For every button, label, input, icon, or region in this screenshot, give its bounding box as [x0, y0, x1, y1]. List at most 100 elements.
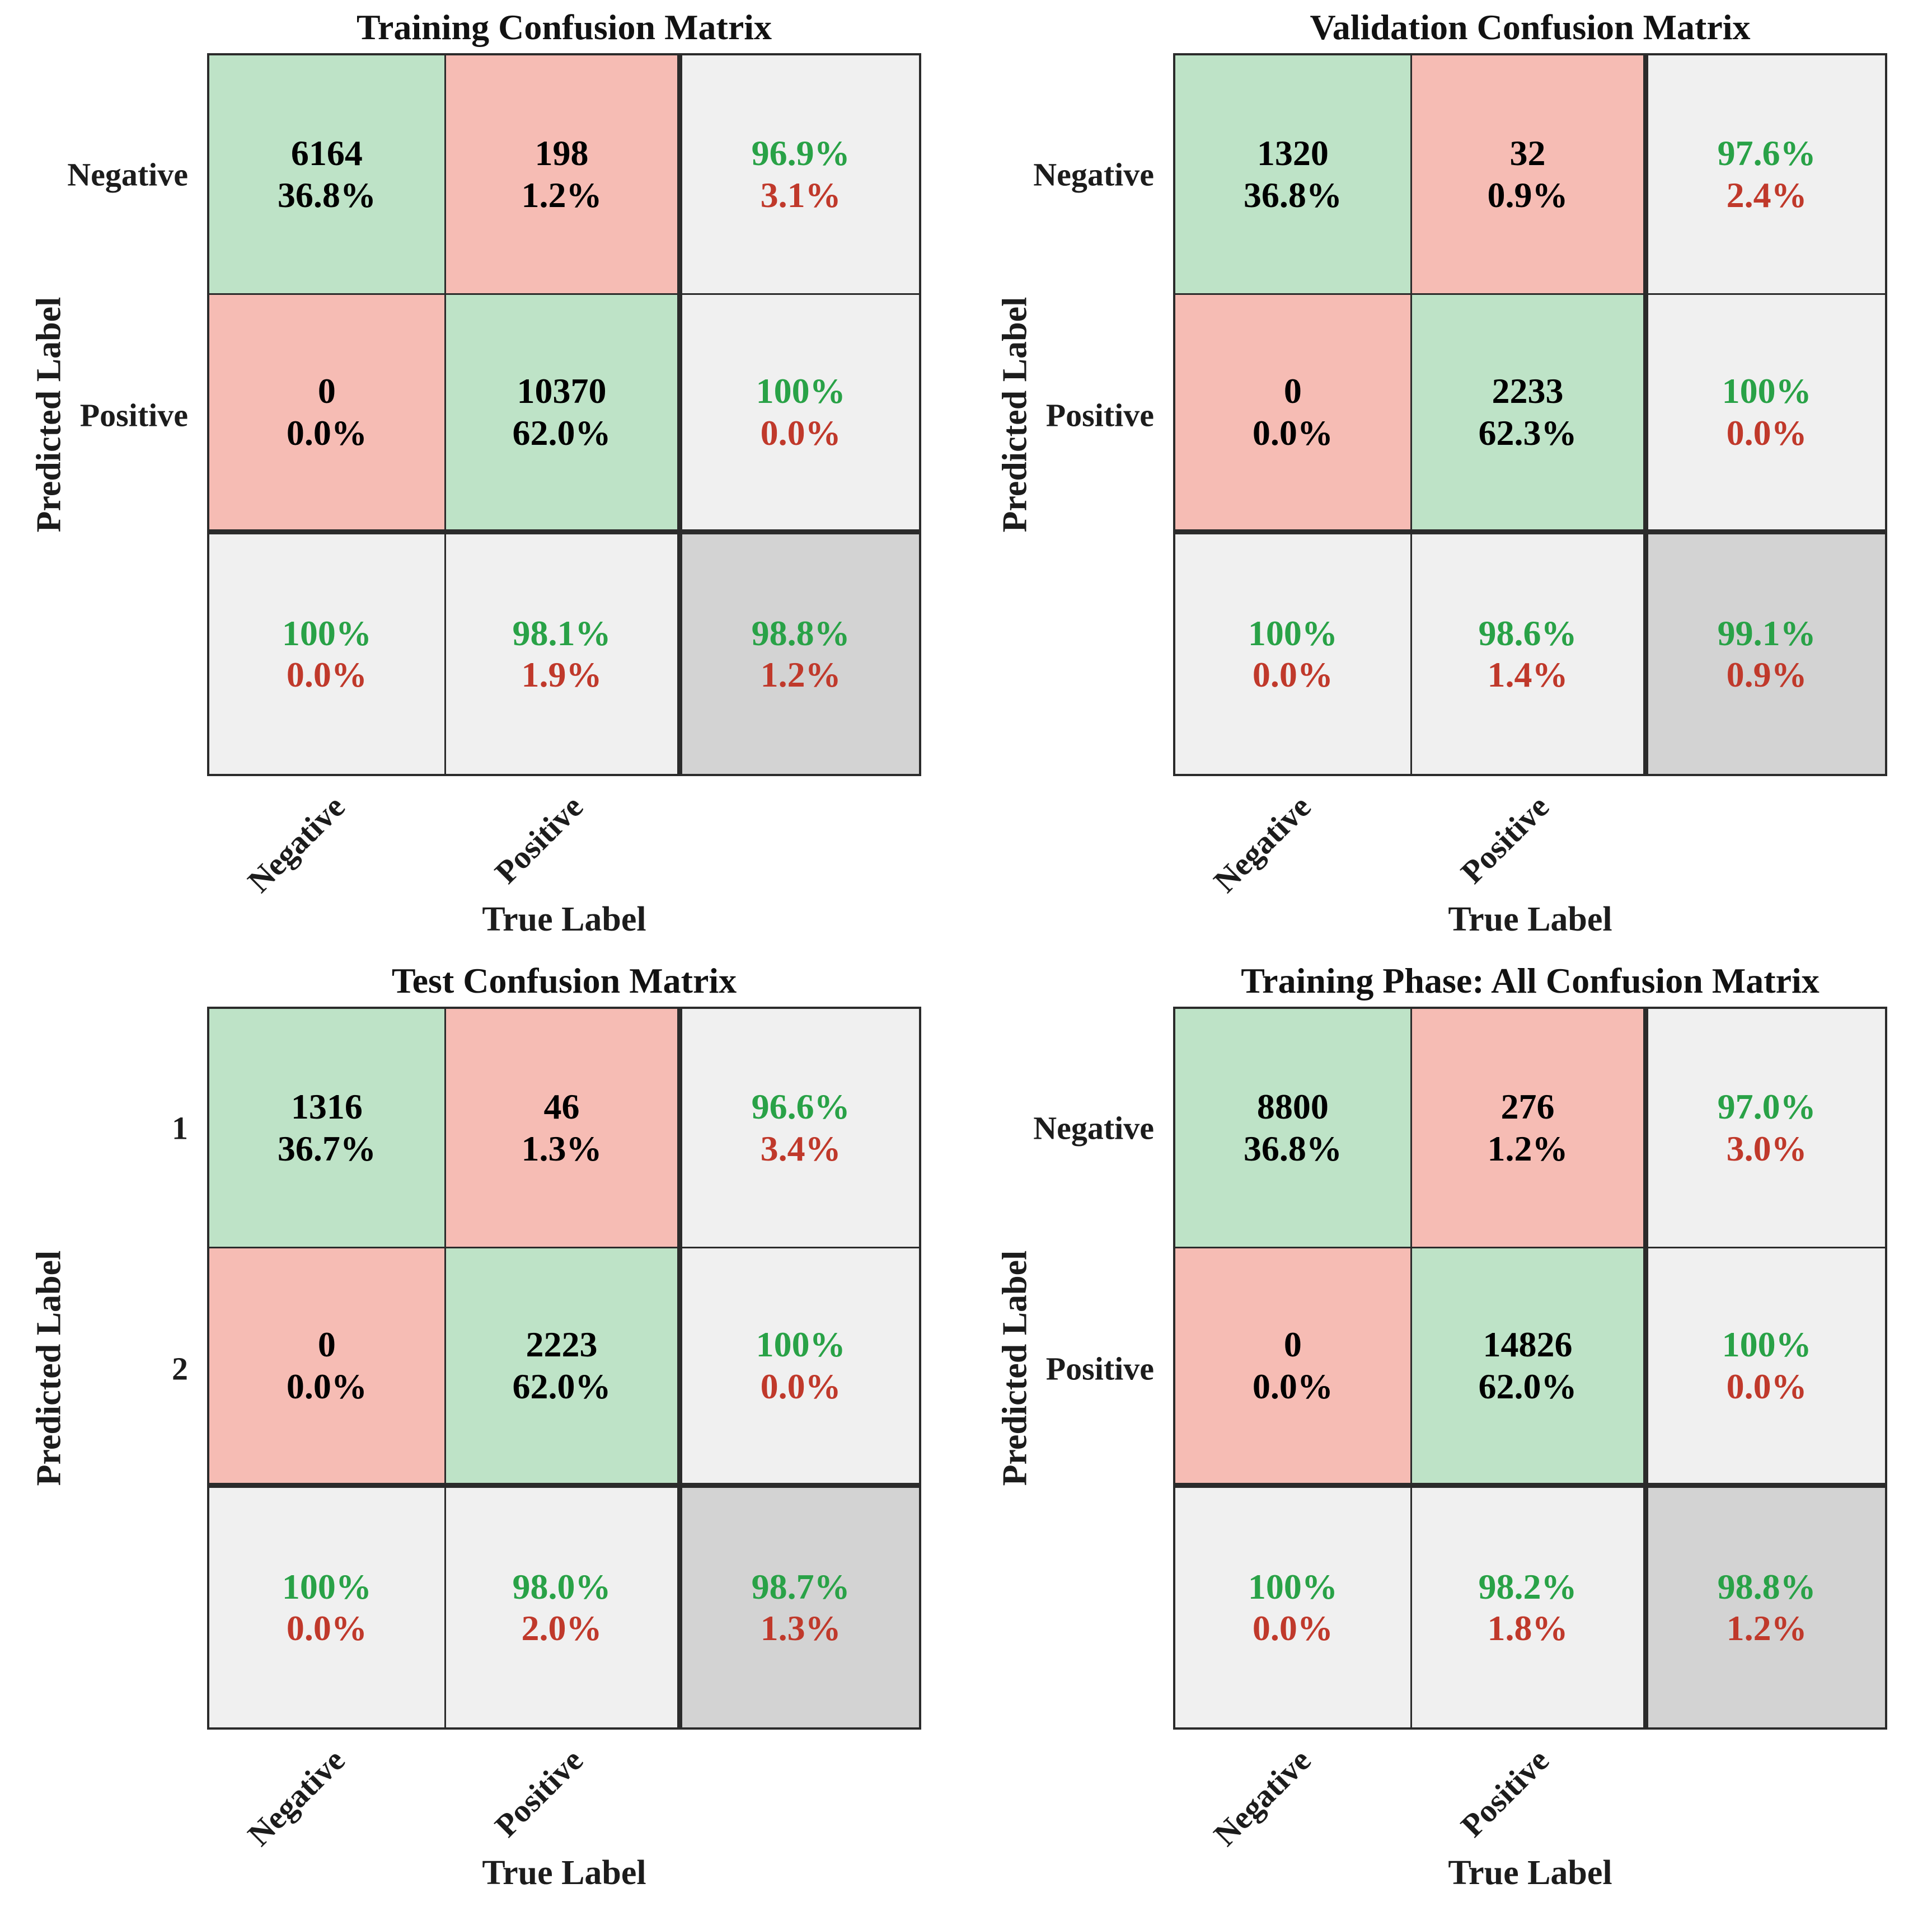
summary-percent-red: 1.4%	[1487, 655, 1568, 694]
cell-percent: 36.7%	[277, 1128, 376, 1168]
panel-training-phase-all: Training Phase: All Confusion Matrix Pre…	[966, 954, 1932, 1907]
cell-count: 8800	[1256, 1087, 1329, 1127]
row-summary-cell: 100% 0.0%	[1648, 295, 1885, 534]
cell-count: 10370	[517, 371, 607, 411]
panel-validation: Validation Confusion Matrix Predicted La…	[966, 0, 1932, 954]
matrix-cell-tp: 2223 62.0%	[446, 1248, 683, 1488]
summary-percent-red: 2.4%	[1726, 175, 1807, 215]
cell-count: 2233	[1492, 371, 1564, 411]
col-summary-cell: 98.2% 1.8%	[1412, 1488, 1649, 1727]
summary-percent-green: 98.0%	[512, 1566, 611, 1607]
summary-percent-red: 3.1%	[760, 175, 841, 215]
overall-accuracy-cell: 98.8% 1.2%	[682, 534, 919, 774]
summary-percent-green: 100%	[1722, 1324, 1812, 1365]
matrix-cell-tn: 1320 36.8%	[1175, 55, 1412, 295]
cell-percent: 36.8%	[1243, 175, 1342, 215]
chart-title: Test Confusion Matrix	[391, 961, 737, 1001]
x-tick-label-negative: Negative	[1207, 1741, 1318, 1853]
cell-percent: 36.8%	[277, 175, 376, 215]
cell-percent: 1.3%	[521, 1128, 602, 1168]
summary-percent-red: 0.0%	[1252, 655, 1333, 694]
x-tick-label-positive: Positive	[1453, 1741, 1556, 1844]
cell-count: 2223	[526, 1324, 598, 1365]
summary-percent-green: 98.6%	[1478, 613, 1577, 653]
col-summary-cell: 100% 0.0%	[1175, 534, 1412, 774]
cell-percent: 0.0%	[1252, 1366, 1333, 1406]
row-summary-cell: 96.6% 3.4%	[682, 1009, 919, 1248]
x-axis-label: True Label	[1448, 1854, 1612, 1892]
cell-percent: 36.8%	[1243, 1128, 1342, 1168]
row-summary-cell: 97.6% 2.4%	[1648, 55, 1885, 295]
chart-title: Training Phase: All Confusion Matrix	[1241, 961, 1820, 1001]
confusion-matrix-grid: 1316 36.7% 46 1.3% 96.6% 3.4% 0 0.0% 222…	[207, 1007, 921, 1730]
matrix-cell-fn: 276 1.2%	[1412, 1009, 1649, 1248]
matrix-cell-fp: 0 0.0%	[209, 1248, 446, 1488]
cell-percent: 62.0%	[512, 412, 611, 453]
cell-count: 0	[317, 1324, 336, 1365]
summary-percent-red: 0.0%	[1252, 1608, 1333, 1648]
summary-percent-red: 0.0%	[760, 412, 841, 453]
cell-percent: 62.3%	[1478, 412, 1577, 453]
matrix-cell-tn: 6164 36.8%	[209, 55, 446, 295]
x-tick-label-positive: Positive	[487, 1741, 590, 1844]
summary-percent-green: 100%	[282, 1566, 372, 1607]
cell-percent: 0.0%	[286, 412, 367, 453]
panel-training: Training Confusion Matrix Predicted Labe…	[0, 0, 966, 954]
cell-percent: 62.0%	[512, 1366, 611, 1406]
summary-percent-red: 3.0%	[1726, 1128, 1807, 1168]
x-axis-label: True Label	[1448, 900, 1612, 938]
y-tick-label-negative: Negative	[1033, 156, 1154, 193]
confusion-matrix-grid: 1320 36.8% 32 0.9% 97.6% 2.4% 0 0.0% 223…	[1173, 53, 1887, 776]
matrix-cell-fp: 0 0.0%	[1175, 295, 1412, 534]
summary-percent-red: 0.0%	[760, 1366, 841, 1406]
col-summary-cell: 100% 0.0%	[1175, 1488, 1412, 1727]
summary-percent-green: 99.1%	[1717, 613, 1816, 653]
cell-count: 1320	[1256, 133, 1329, 173]
summary-percent-green: 98.8%	[1717, 1566, 1816, 1607]
cell-count: 6164	[290, 133, 363, 173]
row-summary-cell: 97.0% 3.0%	[1648, 1009, 1885, 1248]
cell-percent: 0.0%	[1252, 412, 1333, 453]
cell-count: 198	[534, 133, 589, 173]
x-axis-label: True Label	[482, 1854, 646, 1892]
y-tick-label-positive: Positive	[79, 397, 188, 434]
summary-percent-green: 100%	[1722, 371, 1812, 411]
x-tick-label-negative: Negative	[241, 788, 352, 900]
summary-percent-red: 0.0%	[286, 1608, 367, 1648]
y-tick-label-2: 2	[172, 1350, 188, 1387]
y-tick-label-positive: Positive	[1045, 1350, 1154, 1387]
summary-percent-green: 98.2%	[1478, 1566, 1577, 1607]
matrix-cell-fp: 0 0.0%	[1175, 1248, 1412, 1488]
y-tick-label-positive: Positive	[1045, 397, 1154, 434]
summary-percent-green: 100%	[1248, 1566, 1338, 1607]
summary-percent-red: 1.2%	[760, 655, 841, 694]
summary-percent-green: 98.1%	[512, 613, 611, 653]
summary-percent-green: 96.6%	[751, 1087, 850, 1127]
summary-percent-red: 0.0%	[286, 655, 367, 694]
summary-percent-red: 1.3%	[760, 1608, 841, 1648]
x-tick-label-positive: Positive	[487, 788, 590, 891]
cell-count: 0	[1283, 1324, 1302, 1365]
row-summary-cell: 100% 0.0%	[682, 295, 919, 534]
cell-count: 0	[1283, 371, 1302, 411]
y-tick-label-negative: Negative	[67, 156, 188, 193]
row-summary-cell: 96.9% 3.1%	[682, 55, 919, 295]
cell-count: 32	[1509, 133, 1546, 173]
x-tick-label-positive: Positive	[1453, 788, 1556, 891]
row-summary-cell: 100% 0.0%	[682, 1248, 919, 1488]
summary-percent-green: 97.0%	[1717, 1087, 1816, 1127]
y-tick-label-1: 1	[172, 1110, 188, 1147]
summary-percent-red: 1.9%	[521, 655, 602, 694]
col-summary-cell: 98.1% 1.9%	[446, 534, 683, 774]
matrix-cell-tp: 10370 62.0%	[446, 295, 683, 534]
summary-percent-red: 0.9%	[1726, 655, 1807, 694]
summary-percent-green: 100%	[1248, 613, 1338, 653]
cell-percent: 1.2%	[521, 175, 602, 215]
col-summary-cell: 100% 0.0%	[209, 1488, 446, 1727]
cell-count: 1316	[290, 1087, 363, 1127]
cell-percent: 0.0%	[286, 1366, 367, 1406]
confusion-matrix-grid: 8800 36.8% 276 1.2% 97.0% 3.0% 0 0.0% 14…	[1173, 1007, 1887, 1730]
summary-percent-green: 97.6%	[1717, 133, 1816, 173]
x-tick-label-negative: Negative	[1207, 788, 1318, 900]
